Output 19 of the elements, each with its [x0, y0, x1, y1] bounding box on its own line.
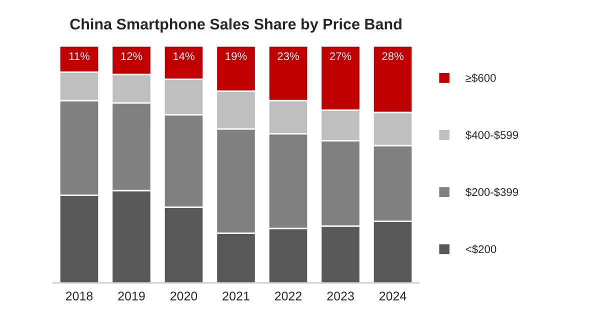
legend-label: <$200	[466, 244, 496, 254]
x-tick-label: 2018	[66, 292, 93, 300]
chart-title: China Smartphone Sales Share by Price Band	[70, 18, 402, 33]
x-tick-label: 2019	[118, 292, 145, 300]
x-tick-label: 2023	[327, 292, 354, 300]
x-tick-label: 2021	[222, 292, 250, 300]
x-tick-label: 2024	[380, 292, 406, 300]
legend-label: ≥$600	[466, 74, 496, 83]
data-label: 28%	[382, 52, 404, 60]
data-label: 12%	[121, 52, 142, 60]
data-label: 19%	[226, 52, 247, 60]
legend-label: $400-$599	[466, 130, 518, 140]
data-label: 27%	[330, 52, 352, 60]
x-tick-label: 2022	[274, 292, 302, 300]
data-label: 14%	[173, 52, 194, 60]
x-tick-label: 2020	[170, 292, 198, 300]
legend-label: $200-$399	[466, 188, 518, 197]
data-label: 11%	[69, 52, 90, 60]
data-label: 23%	[278, 52, 299, 60]
